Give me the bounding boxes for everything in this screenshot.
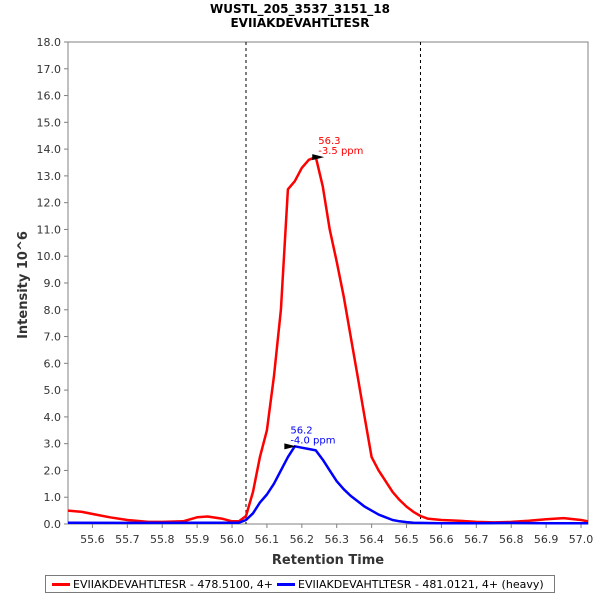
series-layer [67,155,589,525]
y-tick-label: 5.0 [44,384,62,397]
x-tick-label: 56.4 [359,533,384,546]
chart-title: WUSTL_205_3537_3151_18 [210,2,390,17]
x-tick-label: 57.0 [569,533,594,546]
y-tick-label: 13.0 [37,170,62,183]
plot-area [67,41,589,525]
y-tick-label: 12.0 [37,197,62,210]
y-tick-label: 6.0 [44,357,62,370]
y-tick-label: 0.0 [44,518,62,531]
y-axis: 0.0 1.0 2.0 3.0 4.0 5.0 6.0 7.0 8.0 9.0 10.0 11.0 12… [37,36,68,531]
y-tick-label: 1.0 [44,491,62,504]
x-tick-label: 55.9 [185,533,210,546]
peak-rt-label: 56.3 [318,136,340,147]
x-tick-label: 56.6 [429,533,454,546]
peak-ppm-label: -4.0 ppm [290,435,335,446]
peak-annotations: 56.3-3.5 ppm 56.2-4.0 ppm [284,136,363,450]
x-tick-label: 56.2 [290,533,315,546]
x-tick-label: 55.7 [115,533,140,546]
x-tick-label: 56.1 [255,533,280,546]
x-axis: 55.6 55.7 55.8 55.9 56.0 56.1 56.2 56.3 56.4 56.5… [80,524,593,546]
x-tick-label: 56.7 [464,533,489,546]
legend: EVIIAKDEVAHTLTESR - 478.5100, 4+ EVIIAKD… [45,575,555,593]
series-line-light [67,155,589,524]
peak-boundaries [245,42,421,524]
x-tick-label: 56.9 [534,533,559,546]
x-tick-label: 56.8 [499,533,524,546]
x-tick-label: 55.6 [80,533,105,546]
y-tick-label: 3.0 [44,438,62,451]
y-tick-label: 15.0 [37,116,62,129]
y-tick-label: 18.0 [37,36,62,49]
chart-subtitle: EVIIAKDEVAHTLTESR [230,16,369,30]
peak-marker-icon [284,443,297,450]
y-tick-label: 11.0 [37,223,62,236]
x-tick-label: 56.5 [394,533,419,546]
x-tick-label: 56.0 [220,533,245,546]
x-tick-label: 56.3 [324,533,349,546]
x-tick-label: 55.8 [150,533,175,546]
y-tick-label: 7.0 [44,331,62,344]
y-tick-label: 4.0 [44,411,62,424]
y-tick-label: 2.0 [44,464,62,477]
peak-marker-icon [312,154,325,161]
legend-swatch-blue [277,582,296,586]
y-tick-label: 8.0 [44,304,62,317]
legend-item-heavy: EVIIAKDEVAHTLTESR - 481.0121, 4+ (heavy) [277,578,544,591]
legend-label-heavy: EVIIAKDEVAHTLTESR - 481.0121, 4+ (heavy) [298,577,544,591]
y-tick-label: 16.0 [37,90,62,103]
legend-swatch-red [52,582,70,586]
peak-rt-label: 56.2 [290,425,312,436]
x-axis-label: Retention Time [272,553,384,568]
y-tick-label: 10.0 [37,250,62,263]
peak-ppm-label: -3.5 ppm [318,146,363,157]
series-line-heavy [67,445,588,525]
legend-label-light: EVIIAKDEVAHTLTESR - 478.5100, 4+ [73,577,274,591]
y-axis-label: Intensity 10^6 [16,231,31,339]
legend-item-light: EVIIAKDEVAHTLTESR - 478.5100, 4+ [52,578,273,591]
y-tick-label: 17.0 [37,63,62,76]
y-tick-label: 14.0 [37,143,62,156]
y-tick-label: 9.0 [44,277,62,290]
